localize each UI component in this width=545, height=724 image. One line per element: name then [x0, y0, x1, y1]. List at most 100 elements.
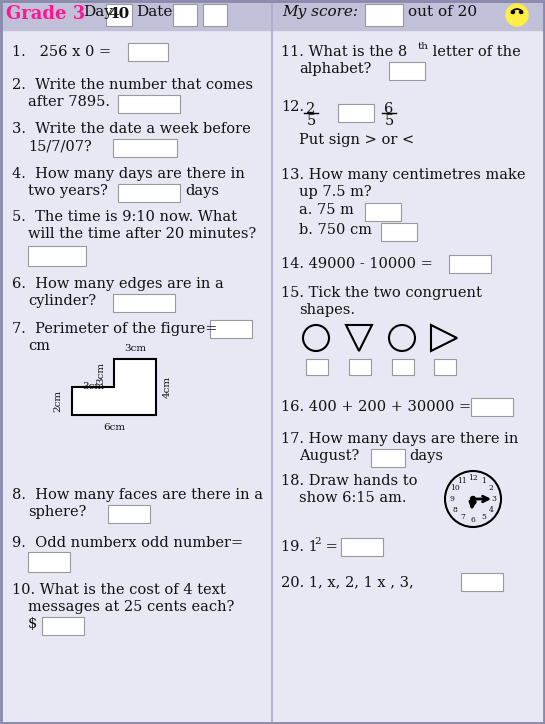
Circle shape: [506, 4, 528, 26]
Text: sphere?: sphere?: [28, 505, 86, 519]
Text: =: =: [321, 540, 338, 554]
Text: 2: 2: [306, 102, 316, 116]
Circle shape: [470, 497, 475, 502]
Text: 2: 2: [314, 537, 320, 546]
Bar: [118, 95, 180, 113]
Text: 3.  Write the date a week before: 3. Write the date a week before: [12, 122, 251, 136]
Text: 13. How many centimetres make: 13. How many centimetres make: [281, 168, 525, 182]
Text: th: th: [418, 42, 429, 51]
Text: 18. Draw hands to: 18. Draw hands to: [281, 474, 417, 488]
Bar: [381, 223, 417, 241]
Text: 12.: 12.: [281, 100, 304, 114]
Text: 4.  How many days are there in: 4. How many days are there in: [12, 167, 245, 181]
Text: 4: 4: [489, 505, 494, 513]
Text: 7: 7: [460, 513, 465, 521]
Text: 5: 5: [306, 114, 316, 128]
Text: 6.  How many edges are in a: 6. How many edges are in a: [12, 277, 224, 291]
Bar: [28, 246, 86, 266]
Bar: [203, 4, 227, 26]
Text: cylinder?: cylinder?: [28, 294, 96, 308]
Text: 1: 1: [481, 477, 486, 485]
Bar: [173, 4, 197, 26]
Bar: [108, 505, 150, 523]
Bar: [113, 294, 175, 312]
Text: 2cm: 2cm: [53, 390, 62, 412]
Text: 15. Tick the two congruent: 15. Tick the two congruent: [281, 286, 482, 300]
Text: up 7.5 m?: up 7.5 m?: [299, 185, 372, 199]
Text: 10: 10: [450, 484, 459, 492]
Circle shape: [519, 11, 523, 14]
Text: Day: Day: [83, 5, 113, 19]
Text: 5: 5: [481, 513, 486, 521]
Text: 15/7/07?: 15/7/07?: [28, 139, 92, 153]
Bar: [349, 359, 371, 375]
Text: 14. 49000 - 10000 =: 14. 49000 - 10000 =: [281, 257, 433, 271]
Text: a. 75 m: a. 75 m: [299, 203, 354, 217]
Text: after 7895.: after 7895.: [28, 95, 110, 109]
Text: 20. 1, x, 2, 1 x , 3,: 20. 1, x, 2, 1 x , 3,: [281, 575, 414, 589]
Text: shapes.: shapes.: [299, 303, 355, 317]
Text: out of 20: out of 20: [408, 5, 477, 19]
Text: 5: 5: [384, 114, 393, 128]
Text: cm: cm: [28, 339, 50, 353]
Bar: [113, 139, 177, 157]
Bar: [210, 320, 252, 338]
Text: 1.   256 x 0 =: 1. 256 x 0 =: [12, 45, 111, 59]
Bar: [449, 255, 491, 273]
Bar: [365, 4, 403, 26]
Text: 10. What is the cost of 4 text: 10. What is the cost of 4 text: [12, 583, 226, 597]
Bar: [389, 62, 425, 80]
Bar: [338, 104, 374, 122]
Text: 8.  How many faces are there in a: 8. How many faces are there in a: [12, 488, 263, 502]
Text: show 6:15 am.: show 6:15 am.: [299, 491, 407, 505]
Text: 8: 8: [452, 505, 457, 513]
Bar: [118, 184, 180, 202]
Text: 19. 1: 19. 1: [281, 540, 318, 554]
Text: 7.  Perimeter of the figure=: 7. Perimeter of the figure=: [12, 322, 217, 336]
Bar: [371, 449, 405, 467]
Text: 6: 6: [470, 516, 475, 524]
Text: Put sign > or <: Put sign > or <: [299, 133, 414, 147]
Text: Date: Date: [136, 5, 172, 19]
Text: 17. How many days are there in: 17. How many days are there in: [281, 432, 518, 446]
Text: My score:: My score:: [282, 5, 358, 19]
Text: 40: 40: [108, 7, 130, 21]
Text: 3cm: 3cm: [96, 362, 105, 384]
Bar: [42, 617, 84, 635]
Text: will the time after 20 minutes?: will the time after 20 minutes?: [28, 227, 256, 241]
Bar: [306, 359, 328, 375]
Text: b. 750 cm: b. 750 cm: [299, 223, 372, 237]
Text: messages at 25 cents each?: messages at 25 cents each?: [28, 600, 234, 614]
Bar: [365, 203, 401, 221]
Bar: [106, 4, 132, 26]
Bar: [28, 552, 70, 572]
Bar: [471, 398, 513, 416]
Text: 2.  Write the number that comes: 2. Write the number that comes: [12, 78, 253, 92]
Text: 6cm: 6cm: [103, 423, 125, 432]
Circle shape: [512, 11, 514, 14]
Text: 12: 12: [468, 474, 478, 482]
Text: 2: 2: [489, 484, 494, 492]
Text: letter of the: letter of the: [428, 45, 521, 59]
Text: $: $: [28, 617, 38, 631]
Bar: [341, 538, 383, 556]
Text: 5.  The time is 9:10 now. What: 5. The time is 9:10 now. What: [12, 210, 237, 224]
Text: days: days: [185, 184, 219, 198]
Bar: [461, 573, 503, 591]
Text: 9.  Odd numberx odd number=: 9. Odd numberx odd number=: [12, 536, 243, 550]
Text: 9: 9: [450, 495, 455, 503]
Text: Grade 3: Grade 3: [6, 5, 85, 23]
Text: 11. What is the 8: 11. What is the 8: [281, 45, 407, 59]
Bar: [434, 359, 456, 375]
Text: alphabet?: alphabet?: [299, 62, 371, 76]
Text: two years?: two years?: [28, 184, 108, 198]
Bar: [128, 43, 168, 61]
Text: 3: 3: [492, 495, 496, 503]
Text: 4cm: 4cm: [163, 376, 172, 398]
Text: August?: August?: [299, 449, 359, 463]
Text: 3cm: 3cm: [124, 344, 146, 353]
Text: 3cm: 3cm: [82, 382, 104, 391]
Polygon shape: [72, 359, 156, 415]
Text: 6: 6: [384, 102, 393, 116]
Text: days: days: [409, 449, 443, 463]
